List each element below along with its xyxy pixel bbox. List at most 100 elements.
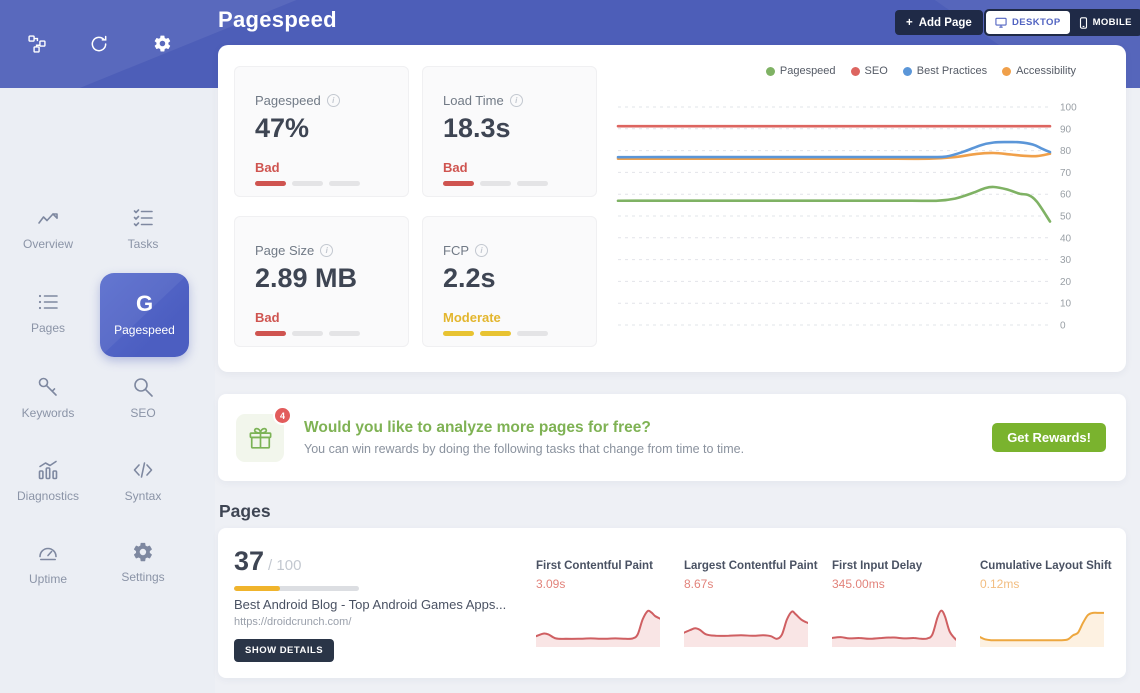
svg-text:40: 40: [1060, 233, 1072, 244]
vital-value: 3.09s: [536, 577, 566, 591]
gear-icon: [133, 542, 152, 562]
metric-label: Page Size i: [255, 243, 334, 258]
vital-fid: First Input Delay 345.00ms: [832, 560, 960, 647]
metric-card-pagespeed: Pagespeed i 47% Bad: [234, 66, 409, 197]
gauge-icon: [39, 547, 57, 561]
sidebar-item-pagespeed-active[interactable]: G Pagespeed: [100, 273, 189, 357]
svg-text:0: 0: [1060, 321, 1066, 332]
legend-dot: [902, 66, 912, 76]
vital-lcp: Largest Contentful Paint 8.67s: [684, 560, 818, 647]
score-value: 37: [234, 546, 265, 576]
gear-icon[interactable]: [151, 34, 173, 56]
score-progress-bar: [234, 586, 359, 591]
info-icon[interactable]: i: [320, 244, 334, 257]
status-badge: Bad: [255, 310, 280, 325]
phone-icon: [1079, 16, 1087, 29]
legend-item-pagespeed: Pagespeed: [765, 65, 836, 77]
sidebar-item-pages[interactable]: Pages: [5, 290, 91, 335]
info-icon[interactable]: i: [326, 94, 340, 107]
metric-value: 47%: [255, 113, 310, 143]
legend-item-accessibility: Accessibility: [1002, 65, 1076, 77]
sitemap-icon[interactable]: [26, 34, 48, 56]
metric-card-page-size: Page Size i 2.89 MB Bad: [234, 216, 409, 347]
metric-card-fcp: FCP i 2.2s Moderate: [422, 216, 597, 347]
get-rewards-button[interactable]: Get Rewards!: [992, 423, 1106, 452]
page-result-card: 37 / 100 Best Android Blog - Top Android…: [218, 528, 1126, 678]
info-icon[interactable]: i: [509, 94, 523, 107]
plus-icon: +: [906, 16, 913, 29]
metric-label: FCP i: [443, 243, 488, 258]
sidebar-item-uptime[interactable]: Uptime: [5, 541, 91, 586]
svg-text:50: 50: [1060, 212, 1072, 223]
code-icon: [133, 462, 153, 478]
page-url[interactable]: https://droidcrunch.com/: [234, 616, 352, 628]
legend-dot: [850, 66, 860, 76]
sidebar-item-keywords[interactable]: Keywords: [5, 375, 91, 420]
rewards-heading: Would you like to analyze more pages for…: [304, 419, 651, 436]
page-title-text[interactable]: Best Android Blog - Top Android Games Ap…: [234, 597, 507, 612]
vital-fcp: First Contentful Paint 3.09s: [536, 560, 664, 647]
vital-label: Largest Contentful Paint: [684, 560, 818, 572]
vital-value: 8.67s: [684, 577, 714, 591]
checklist-icon: [133, 209, 153, 227]
mobile-label: MOBILE: [1092, 17, 1132, 28]
metric-value: 18.3s: [443, 113, 511, 143]
gift-icon: [249, 427, 271, 449]
vital-sparkline: [536, 609, 660, 647]
sidebar-item-syntax[interactable]: Syntax: [100, 458, 186, 503]
svg-text:90: 90: [1060, 124, 1072, 135]
vital-sparkline: [684, 610, 808, 647]
svg-text:30: 30: [1060, 255, 1072, 266]
bar-chart-icon: [38, 460, 58, 480]
search-icon: [134, 378, 153, 397]
add-page-label: Add Page: [918, 16, 972, 29]
vital-value: 0.12ms: [980, 577, 1020, 591]
sidebar-item-diagnostics[interactable]: Diagnostics: [5, 458, 91, 503]
score-progress-fill: [234, 586, 281, 591]
pages-section-heading: Pages: [219, 501, 271, 521]
key-icon: [38, 377, 57, 396]
sidebar-item-overview[interactable]: Overview: [5, 206, 91, 251]
segment-bar: [255, 331, 360, 336]
metric-card-load-time: Load Time i 18.3s Bad: [422, 66, 597, 197]
add-page-button[interactable]: + Add Page: [895, 10, 983, 35]
sidebar-item-tasks[interactable]: Tasks: [100, 206, 186, 251]
svg-text:80: 80: [1060, 146, 1072, 157]
refresh-icon[interactable]: [88, 34, 110, 56]
score-total: / 100: [268, 557, 302, 574]
vital-label: First Contentful Paint: [536, 560, 653, 572]
overview-card: Pagespeed i 47% Bad Load Time i 18.3s Ba…: [218, 45, 1126, 372]
show-details-button[interactable]: SHOW DETAILS: [234, 639, 335, 662]
vital-value: 345.00ms: [832, 577, 885, 591]
svg-text:10: 10: [1060, 299, 1072, 310]
metric-value: 2.89 MB: [255, 263, 358, 293]
mobile-toggle-button[interactable]: MOBILE: [1070, 11, 1140, 34]
sidebar: Overview Tasks Pages G Pagespeed Keyword…: [0, 88, 215, 693]
svg-text:70: 70: [1060, 168, 1072, 179]
monitor-icon: [995, 17, 1007, 28]
svg-text:20: 20: [1060, 277, 1072, 288]
vital-label: First Input Delay: [832, 560, 923, 572]
vital-sparkline: [980, 611, 1104, 647]
legend-dot: [1002, 66, 1012, 76]
google-g-logo: G: [135, 291, 154, 316]
vital-sparkline: [832, 609, 956, 647]
vital-label: Cumulative Layout Shift: [980, 560, 1112, 572]
sidebar-item-seo[interactable]: SEO: [100, 375, 186, 420]
line-chart-icon: [38, 213, 58, 224]
metric-label: Load Time i: [443, 93, 523, 108]
desktop-toggle-button[interactable]: DESKTOP: [986, 11, 1070, 34]
info-icon[interactable]: i: [475, 244, 488, 257]
status-badge: Bad: [255, 160, 280, 175]
metric-label: Pagespeed i: [255, 93, 340, 108]
sidebar-item-settings[interactable]: Settings: [100, 541, 186, 584]
status-badge: Moderate: [443, 310, 501, 325]
device-toggle: DESKTOP MOBILE: [984, 9, 1140, 36]
rewards-count-badge: 4: [273, 406, 292, 425]
vital-cls: Cumulative Layout Shift 0.12ms: [980, 560, 1112, 647]
status-badge: Bad: [443, 160, 468, 175]
segment-bar: [443, 331, 548, 336]
legend-item-best-practices: Best Practices: [902, 65, 987, 77]
